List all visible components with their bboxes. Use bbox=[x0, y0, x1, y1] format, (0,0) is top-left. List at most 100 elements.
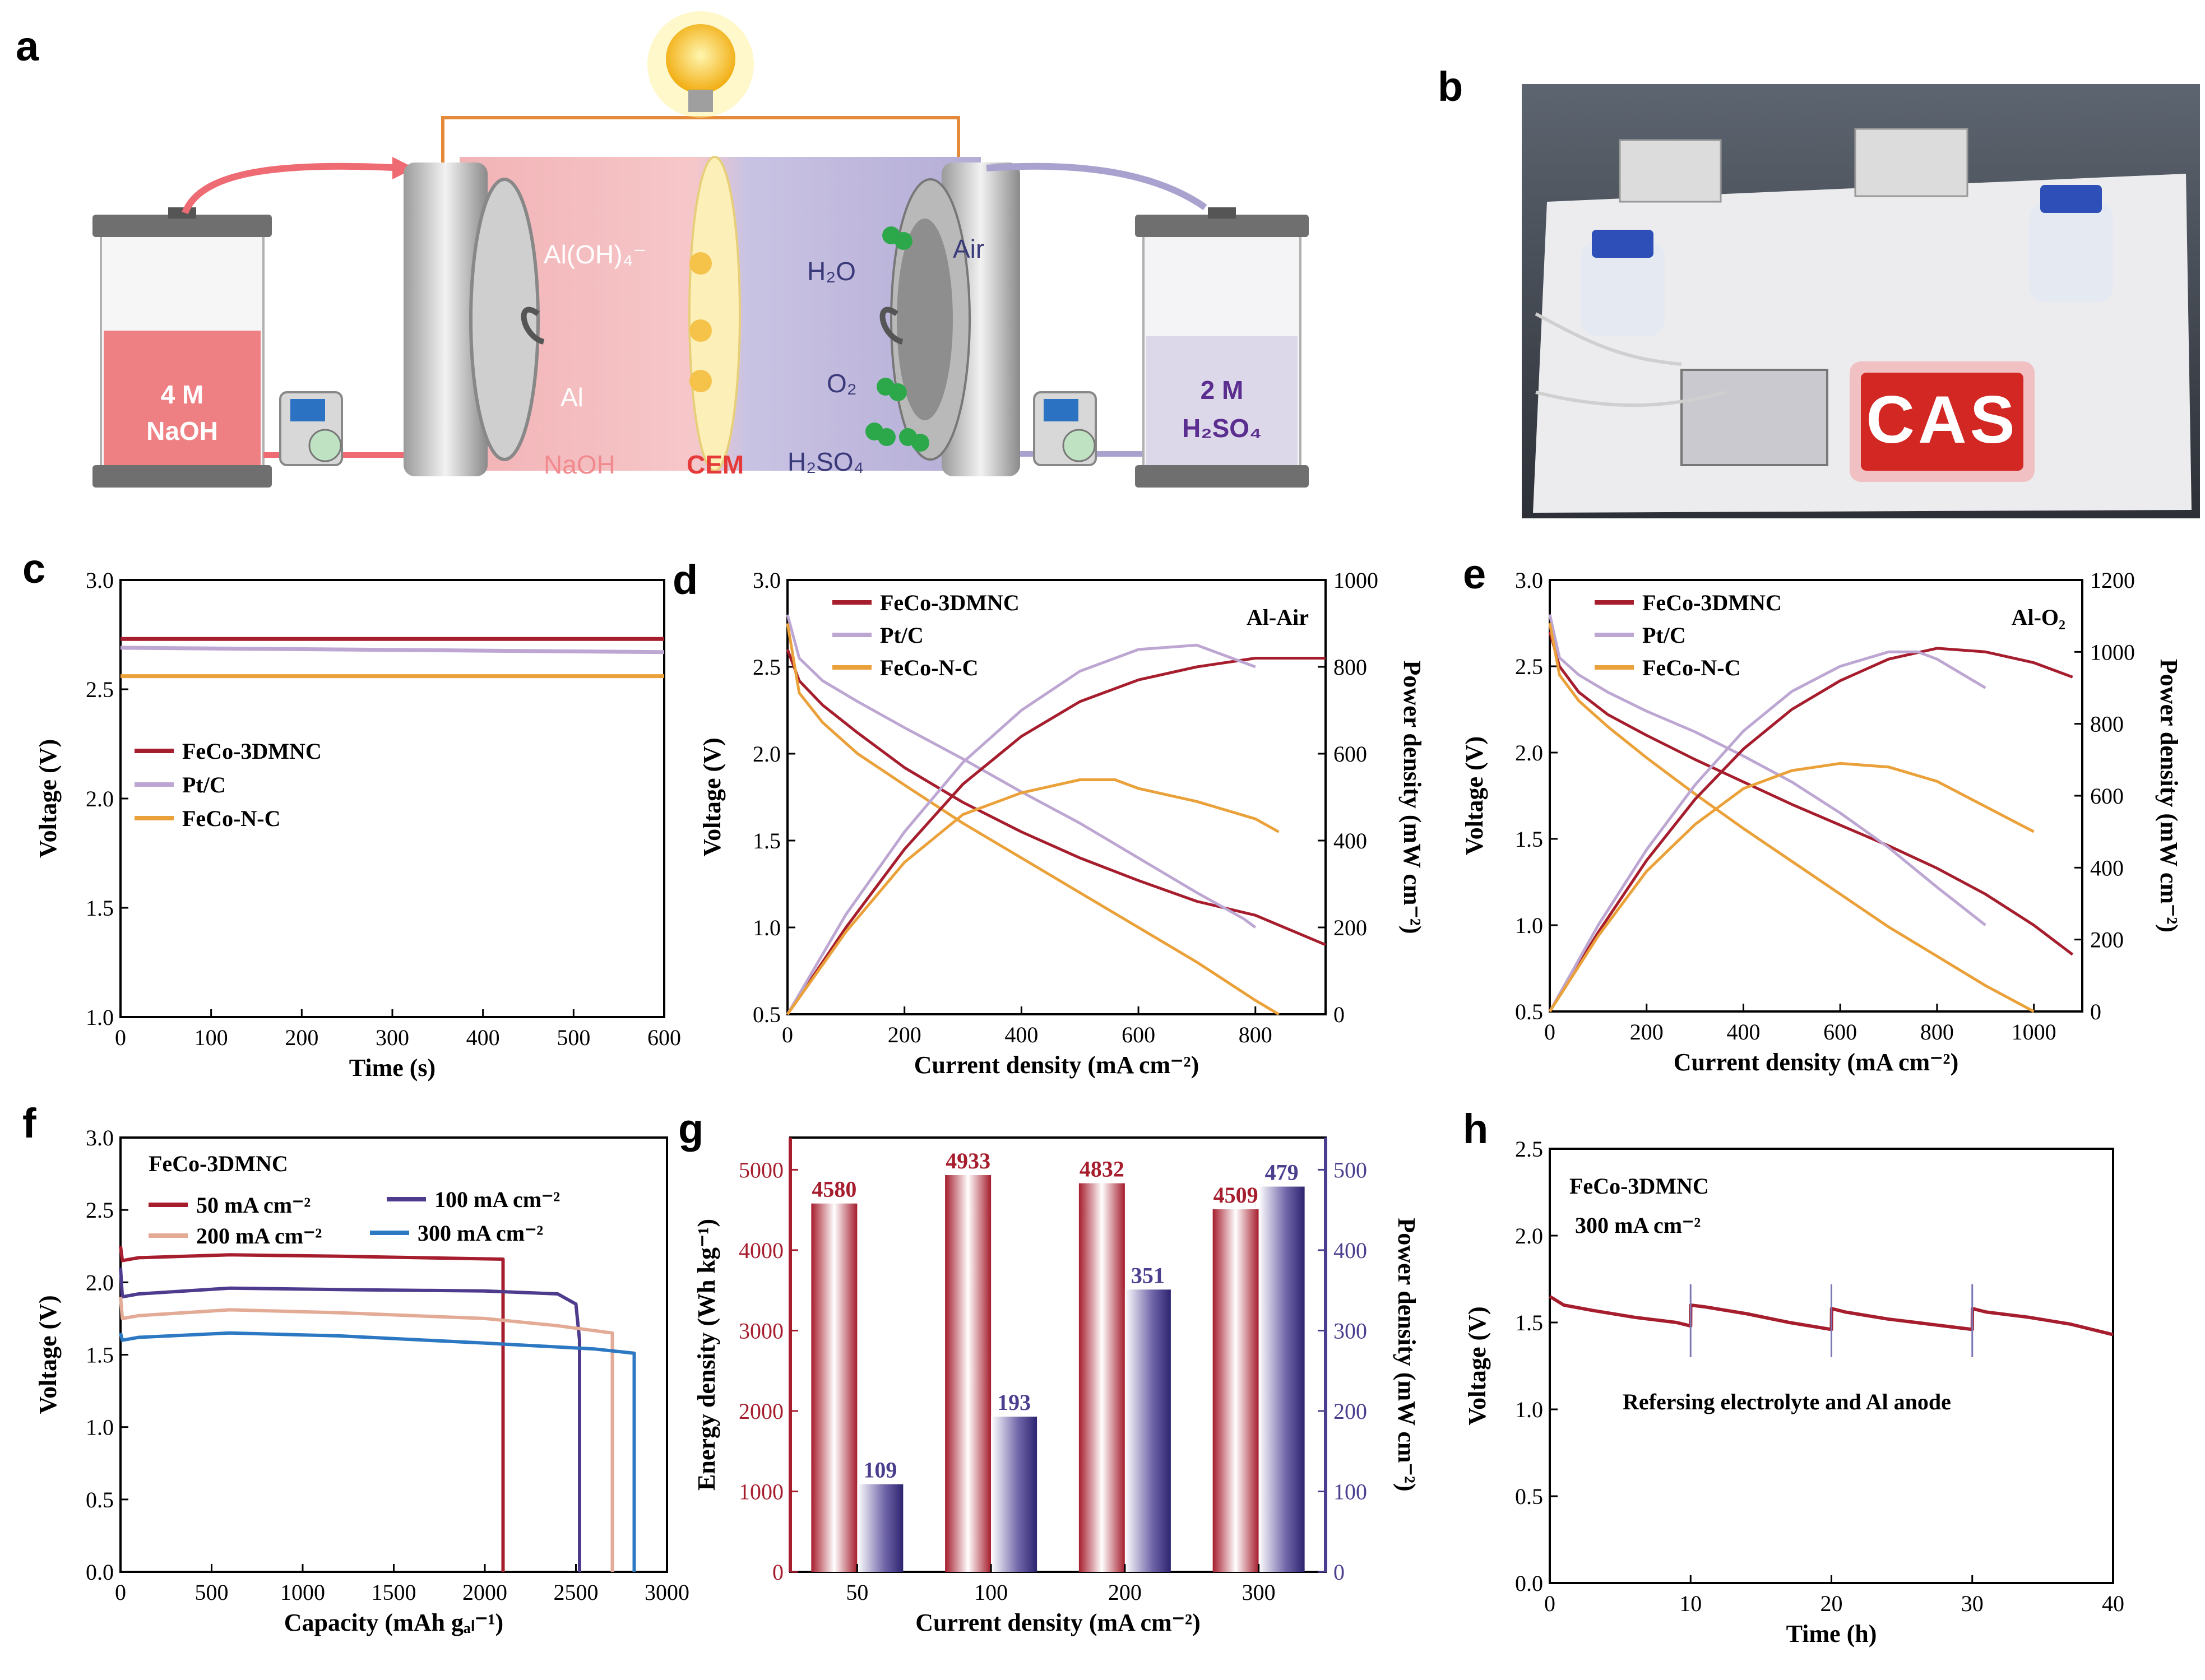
x-axis-label: Time (h) bbox=[1786, 1620, 1877, 1647]
x-tick-label: 400 bbox=[1726, 1019, 1760, 1045]
al-label: Al bbox=[560, 383, 583, 412]
y-tick-label: 2.0 bbox=[753, 741, 781, 767]
y-tick-label: 2.5 bbox=[86, 677, 114, 702]
y2-axis-label: Power density (mW cm⁻²) bbox=[1398, 660, 1426, 934]
energy-data-label: 4832 bbox=[1080, 1157, 1124, 1182]
y-tick-label: 2.0 bbox=[1515, 740, 1543, 765]
y-tick-label: 0.5 bbox=[1515, 1484, 1543, 1509]
y2-tick-label: 0 bbox=[1333, 1560, 1345, 1585]
chart-annotation: Al-O₂ bbox=[2012, 605, 2065, 630]
voltage-curve-3 bbox=[786, 623, 1280, 1016]
voltage-curve-3 bbox=[1548, 623, 2035, 1013]
naoh-conc-label: 4 M bbox=[161, 380, 204, 409]
x-tick-label: 0 bbox=[115, 1025, 126, 1050]
h2so4-tank: 2 M H₂SO₄ bbox=[1135, 207, 1309, 488]
y2-tick-label: 100 bbox=[1333, 1479, 1367, 1504]
power-data-label: 479 bbox=[1265, 1160, 1299, 1185]
y-tick-label: 1.5 bbox=[753, 828, 781, 853]
y-tick-label: 3.0 bbox=[753, 568, 781, 593]
o2-molecule-icons bbox=[865, 226, 929, 452]
legend-label: 200 mA cm⁻² bbox=[196, 1223, 322, 1249]
chart-annotation: Al-Air bbox=[1247, 605, 1309, 630]
x-tick-label: 0 bbox=[1544, 1019, 1555, 1045]
y-tick-label: 1.0 bbox=[1515, 913, 1543, 938]
x-tick-label: 0 bbox=[782, 1022, 793, 1047]
h2o-label: H₂O bbox=[807, 257, 856, 286]
y-tick-label: 0.0 bbox=[1515, 1571, 1543, 1596]
x-tick-label: 0 bbox=[115, 1580, 126, 1605]
y-tick-label: 0.5 bbox=[1515, 999, 1543, 1024]
y2-tick-label: 400 bbox=[1333, 828, 1367, 853]
power-data-label: 193 bbox=[997, 1390, 1031, 1415]
power-curve-1 bbox=[786, 657, 1326, 1015]
y-tick-label: 1.5 bbox=[1515, 1310, 1543, 1335]
series-line-2 bbox=[120, 646, 665, 655]
y-tick-label: 0 bbox=[772, 1560, 784, 1585]
x-tick-label: 300 bbox=[1242, 1580, 1276, 1605]
x-axis-label: Current density (mA cm⁻²) bbox=[914, 1051, 1199, 1079]
y-tick-label: 1.5 bbox=[86, 1343, 114, 1368]
chart-title: FeCo-3DMNC bbox=[149, 1151, 288, 1176]
x-tick-label: 600 bbox=[1823, 1019, 1857, 1045]
y-tick-label: 0.0 bbox=[86, 1560, 114, 1585]
voltage-curve-1 bbox=[786, 649, 1326, 946]
legend-label: Pt/C bbox=[182, 772, 226, 797]
x-tick-label: 2000 bbox=[462, 1580, 507, 1605]
legend-label: 300 mA cm⁻² bbox=[418, 1220, 543, 1246]
discharge-curve-1 bbox=[119, 1246, 505, 1572]
x-tick-label: 800 bbox=[1239, 1022, 1272, 1047]
x-tick-label: 400 bbox=[466, 1025, 500, 1050]
x-tick-label: 1000 bbox=[2012, 1019, 2056, 1045]
y2-tick-label: 1000 bbox=[2090, 639, 2135, 665]
chart-e-al-o2-polarization: 0 200 400 600 800 1000 0.5 1.0 1.5 2.0 2.5 3.0 Curre… bbox=[1461, 568, 2183, 1076]
legend-label: Pt/C bbox=[1642, 623, 1686, 648]
y-tick-label: 1.0 bbox=[86, 1005, 114, 1030]
na-ion-icons bbox=[689, 252, 712, 392]
y2-tick-label: 200 bbox=[1333, 915, 1367, 940]
x-tick-label: 300 bbox=[376, 1025, 409, 1050]
panel-letter-e: e bbox=[1463, 551, 1486, 597]
legend-label: Pt/C bbox=[880, 623, 924, 648]
y-tick-label: 3.0 bbox=[86, 568, 114, 593]
chart-c-stability: 0 100 200 300 400 500 600 1.0 1.5 2.0 2.5 3.0 Time (… bbox=[34, 568, 681, 1082]
energy-bar-50 bbox=[811, 1203, 858, 1572]
y-tick-label: 3.0 bbox=[86, 1125, 114, 1150]
power-curve-2 bbox=[1548, 650, 1986, 1013]
pump-right-icon bbox=[1033, 391, 1097, 466]
x-tick-label: 600 bbox=[647, 1025, 681, 1050]
x-tick-label: 30 bbox=[1961, 1591, 1984, 1616]
y-tick-label: 2000 bbox=[739, 1399, 784, 1424]
chart-annotation: FeCo-3DMNC bbox=[1569, 1173, 1709, 1199]
cem-label: CEM bbox=[687, 450, 744, 479]
y-tick-label: 2.0 bbox=[86, 1270, 114, 1295]
y2-tick-label: 200 bbox=[1333, 1399, 1367, 1424]
h2so4-name-label: H₂SO₄ bbox=[1182, 414, 1262, 443]
y-axis-label: Voltage (V) bbox=[1463, 1306, 1491, 1425]
energy-data-label: 4509 bbox=[1213, 1182, 1258, 1208]
y-tick-label: 5000 bbox=[739, 1157, 784, 1182]
aloh4-label: Al(OH)₄⁻ bbox=[544, 240, 647, 269]
y-axis-label: Voltage (V) bbox=[698, 737, 726, 856]
voltage-curve-2 bbox=[786, 614, 1257, 929]
naoh-tank: 4 M NaOH bbox=[92, 207, 272, 488]
y-tick-label: 1.0 bbox=[753, 915, 781, 940]
chart-annotation: 300 mA cm⁻² bbox=[1575, 1213, 1701, 1238]
reactor-body: Al(OH)₄⁻ Al NaOH CEM H₂O O₂ H₂SO₄ Air bbox=[404, 156, 1020, 479]
x-tick-label: 500 bbox=[557, 1025, 590, 1050]
photo-tubing bbox=[1535, 312, 1682, 366]
y2-tick-label: 1200 bbox=[2090, 568, 2135, 593]
x-tick-label: 10 bbox=[1679, 1591, 1702, 1616]
energy-bar-200 bbox=[1078, 1183, 1125, 1572]
y-axis-label: Voltage (V) bbox=[1461, 736, 1488, 855]
discharge-curve-3 bbox=[119, 1296, 614, 1572]
x-axis-label: Current density (mA cm⁻²) bbox=[915, 1609, 1201, 1636]
y-tick-label: 1.5 bbox=[1515, 827, 1543, 852]
x-tick-label: 200 bbox=[1108, 1580, 1142, 1605]
x-tick-label: 500 bbox=[195, 1580, 229, 1605]
y-tick-label: 3.0 bbox=[1515, 568, 1543, 593]
y2-tick-label: 400 bbox=[1333, 1238, 1367, 1263]
panel-letter-b: b bbox=[1438, 63, 1463, 110]
x-tick-label: 3000 bbox=[645, 1580, 689, 1605]
power-bar-300 bbox=[1258, 1186, 1305, 1572]
discharge-curve-2 bbox=[119, 1268, 581, 1572]
